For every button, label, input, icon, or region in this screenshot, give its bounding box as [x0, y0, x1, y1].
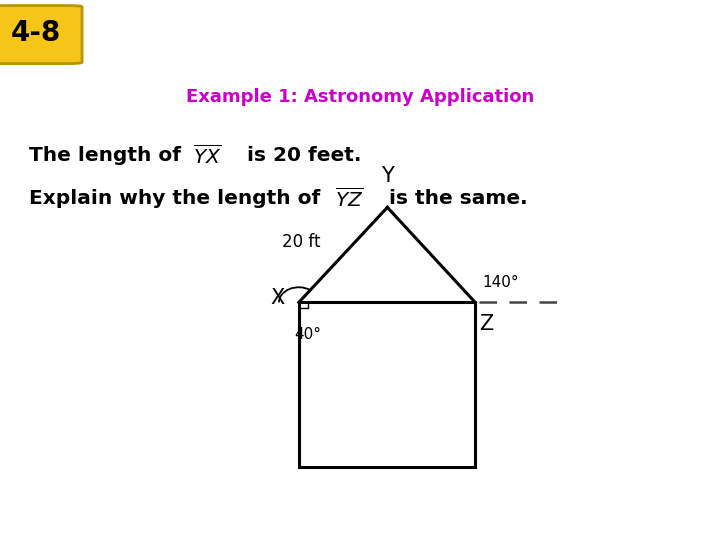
- Text: Isosceles and Equilateral Triangles: Isosceles and Equilateral Triangles: [132, 19, 675, 47]
- Text: $\overline{\mathit{YZ}}$: $\overline{\mathit{YZ}}$: [335, 187, 364, 211]
- Text: The length of: The length of: [29, 146, 188, 165]
- Text: 140°: 140°: [482, 275, 519, 291]
- Text: Explain why the length of: Explain why the length of: [29, 189, 327, 208]
- Text: X: X: [270, 288, 284, 308]
- Text: 40°: 40°: [294, 327, 321, 342]
- Text: 20 ft: 20 ft: [282, 233, 320, 251]
- Text: is 20 feet.: is 20 feet.: [240, 146, 361, 165]
- Text: Holt Geometry: Holt Geometry: [16, 513, 141, 528]
- FancyBboxPatch shape: [0, 5, 82, 64]
- Text: Example 1: Astronomy Application: Example 1: Astronomy Application: [186, 88, 534, 106]
- Text: $\overline{\mathit{YX}}$: $\overline{\mathit{YX}}$: [193, 144, 222, 167]
- Text: Y: Y: [381, 166, 394, 186]
- Text: Z: Z: [479, 314, 493, 334]
- Text: 4-8: 4-8: [11, 19, 61, 47]
- Text: Copyright © by Holt, Rinehart and Winston. All Rights Reserved.: Copyright © by Holt, Rinehart and Winsto…: [366, 516, 702, 525]
- Text: is the same.: is the same.: [382, 189, 527, 208]
